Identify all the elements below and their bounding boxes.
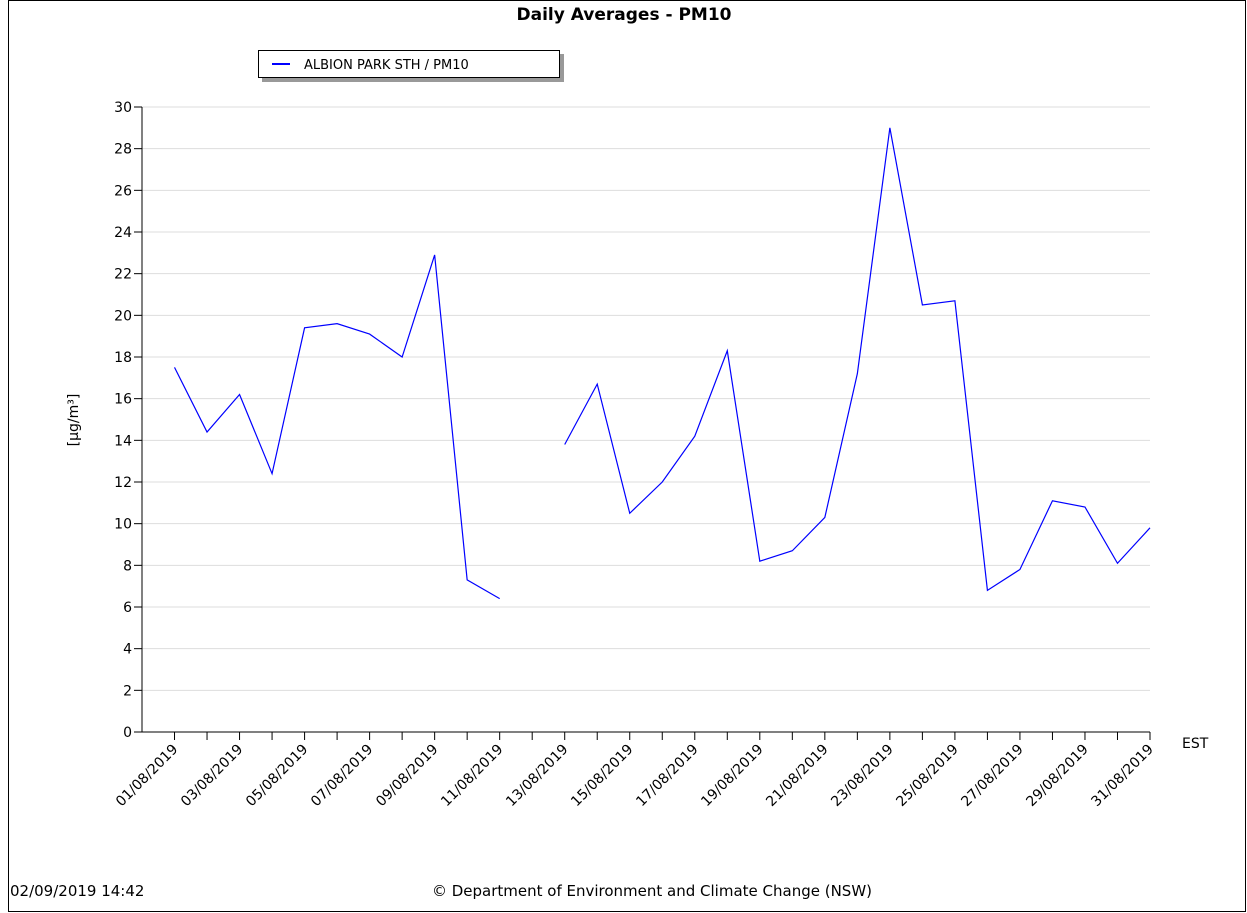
- data-line: [173, 127, 1151, 600]
- y-tick-label: 30: [114, 100, 132, 116]
- x-tick-label: 13/08/2019: [503, 742, 571, 810]
- x-tick-label: 03/08/2019: [178, 742, 246, 810]
- y-tick-label: 12: [114, 475, 132, 491]
- legend-box: [258, 50, 560, 78]
- credit: © Department of Environment and Climate …: [432, 882, 872, 900]
- x-tick-label: 17/08/2019: [633, 742, 701, 810]
- y-tick-label: 8: [123, 558, 132, 574]
- y-tick-label: 14: [114, 433, 132, 449]
- y-tick-label: 28: [114, 142, 132, 158]
- timestamp: 02/09/2019 14:42: [10, 882, 144, 900]
- x-tick-label: 15/08/2019: [568, 742, 636, 810]
- x-tick-label: 27/08/2019: [958, 742, 1026, 810]
- y-tick-label: 0: [123, 725, 132, 741]
- legend-label: ALBION PARK STH / PM10: [304, 58, 469, 73]
- x-tick-label: 25/08/2019: [893, 742, 961, 810]
- x-tick-label: 09/08/2019: [373, 742, 441, 810]
- y-tick-label: 18: [114, 350, 132, 366]
- y-tick-label: 6: [123, 600, 132, 616]
- y-tick-label: 2: [123, 683, 132, 699]
- y-tick-label: 16: [114, 392, 132, 408]
- y-tick-label: 10: [114, 517, 132, 533]
- y-tick-label: 26: [114, 183, 132, 199]
- frame: [8, 0, 1246, 912]
- x-tick-label: 01/08/2019: [113, 742, 181, 810]
- x-tick-label: 23/08/2019: [828, 742, 896, 810]
- x-tick-label: 11/08/2019: [438, 742, 506, 810]
- x-tick-label: 05/08/2019: [243, 742, 311, 810]
- x-unit-label: EST: [1182, 736, 1209, 752]
- x-tick-label: 19/08/2019: [698, 742, 766, 810]
- x-tick-label: 31/08/2019: [1088, 742, 1156, 810]
- y-axis-label: [µg/m³]: [66, 394, 82, 447]
- y-tick-label: 20: [114, 308, 132, 324]
- x-tick-label: 07/08/2019: [308, 742, 376, 810]
- y-tick-label: 4: [123, 642, 132, 658]
- x-tick-label: 29/08/2019: [1023, 742, 1091, 810]
- chart-title: Daily Averages - PM10: [517, 5, 732, 25]
- x-tick-label: 21/08/2019: [763, 742, 831, 810]
- y-tick-label: 22: [114, 267, 132, 283]
- y-tick-label: 24: [114, 225, 132, 241]
